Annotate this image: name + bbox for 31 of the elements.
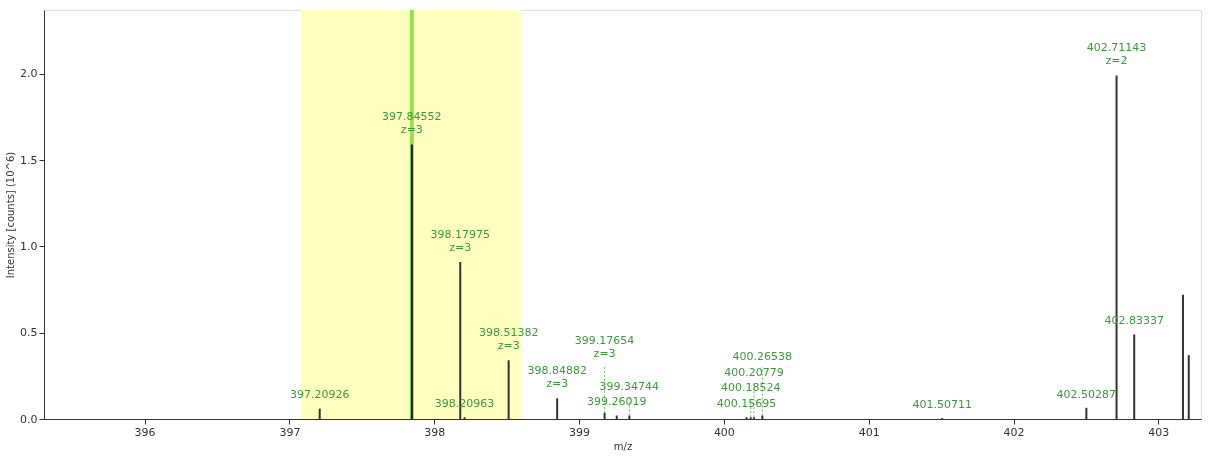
x-tick-label: 396	[134, 425, 156, 439]
y-axis-title: Intensity [counts] (10^6)	[5, 151, 17, 279]
annotation: 397.20926	[289, 388, 350, 402]
x-tick-label: 401	[858, 425, 880, 439]
x-tick-label: 400	[713, 425, 735, 439]
x-tick-label: 397	[279, 425, 301, 439]
y-tick-label: 2.0	[20, 67, 38, 81]
y-tick-label: 0.0	[20, 412, 38, 426]
annotation: 397.84552 z=3	[382, 110, 442, 137]
annotation: 399.26019	[586, 395, 647, 409]
annotation: 400.18524	[720, 381, 781, 395]
y-tick-label: 1.0	[20, 239, 38, 253]
annotation: 399.17654 z=3	[574, 333, 635, 360]
annotation: 402.71143 z=2	[1086, 41, 1147, 68]
y-tick-label: 1.5	[20, 153, 38, 167]
x-axis-title: m/z	[613, 440, 633, 452]
annotation: 401.50711	[912, 397, 972, 411]
annotation: 398.51382 z=3	[478, 326, 539, 353]
annotation: 398.84882 z=3	[527, 364, 587, 391]
annotation: 402.50287	[1056, 387, 1117, 401]
x-tick-label: 402	[1003, 425, 1025, 439]
annotation: 400.26538	[732, 349, 793, 363]
y-tick-label: 0.5	[20, 326, 38, 340]
bar	[410, 144, 413, 419]
x-tick-label: 398	[424, 425, 446, 439]
annotation: 399.34744	[599, 379, 660, 393]
annotation: 398.17975 z=3	[430, 227, 491, 254]
x-tick-label: 399	[569, 425, 591, 439]
annotation: 400.15695	[716, 397, 777, 411]
x-tick-label: 403	[1148, 425, 1170, 439]
annotation: 400.20779	[724, 365, 784, 379]
